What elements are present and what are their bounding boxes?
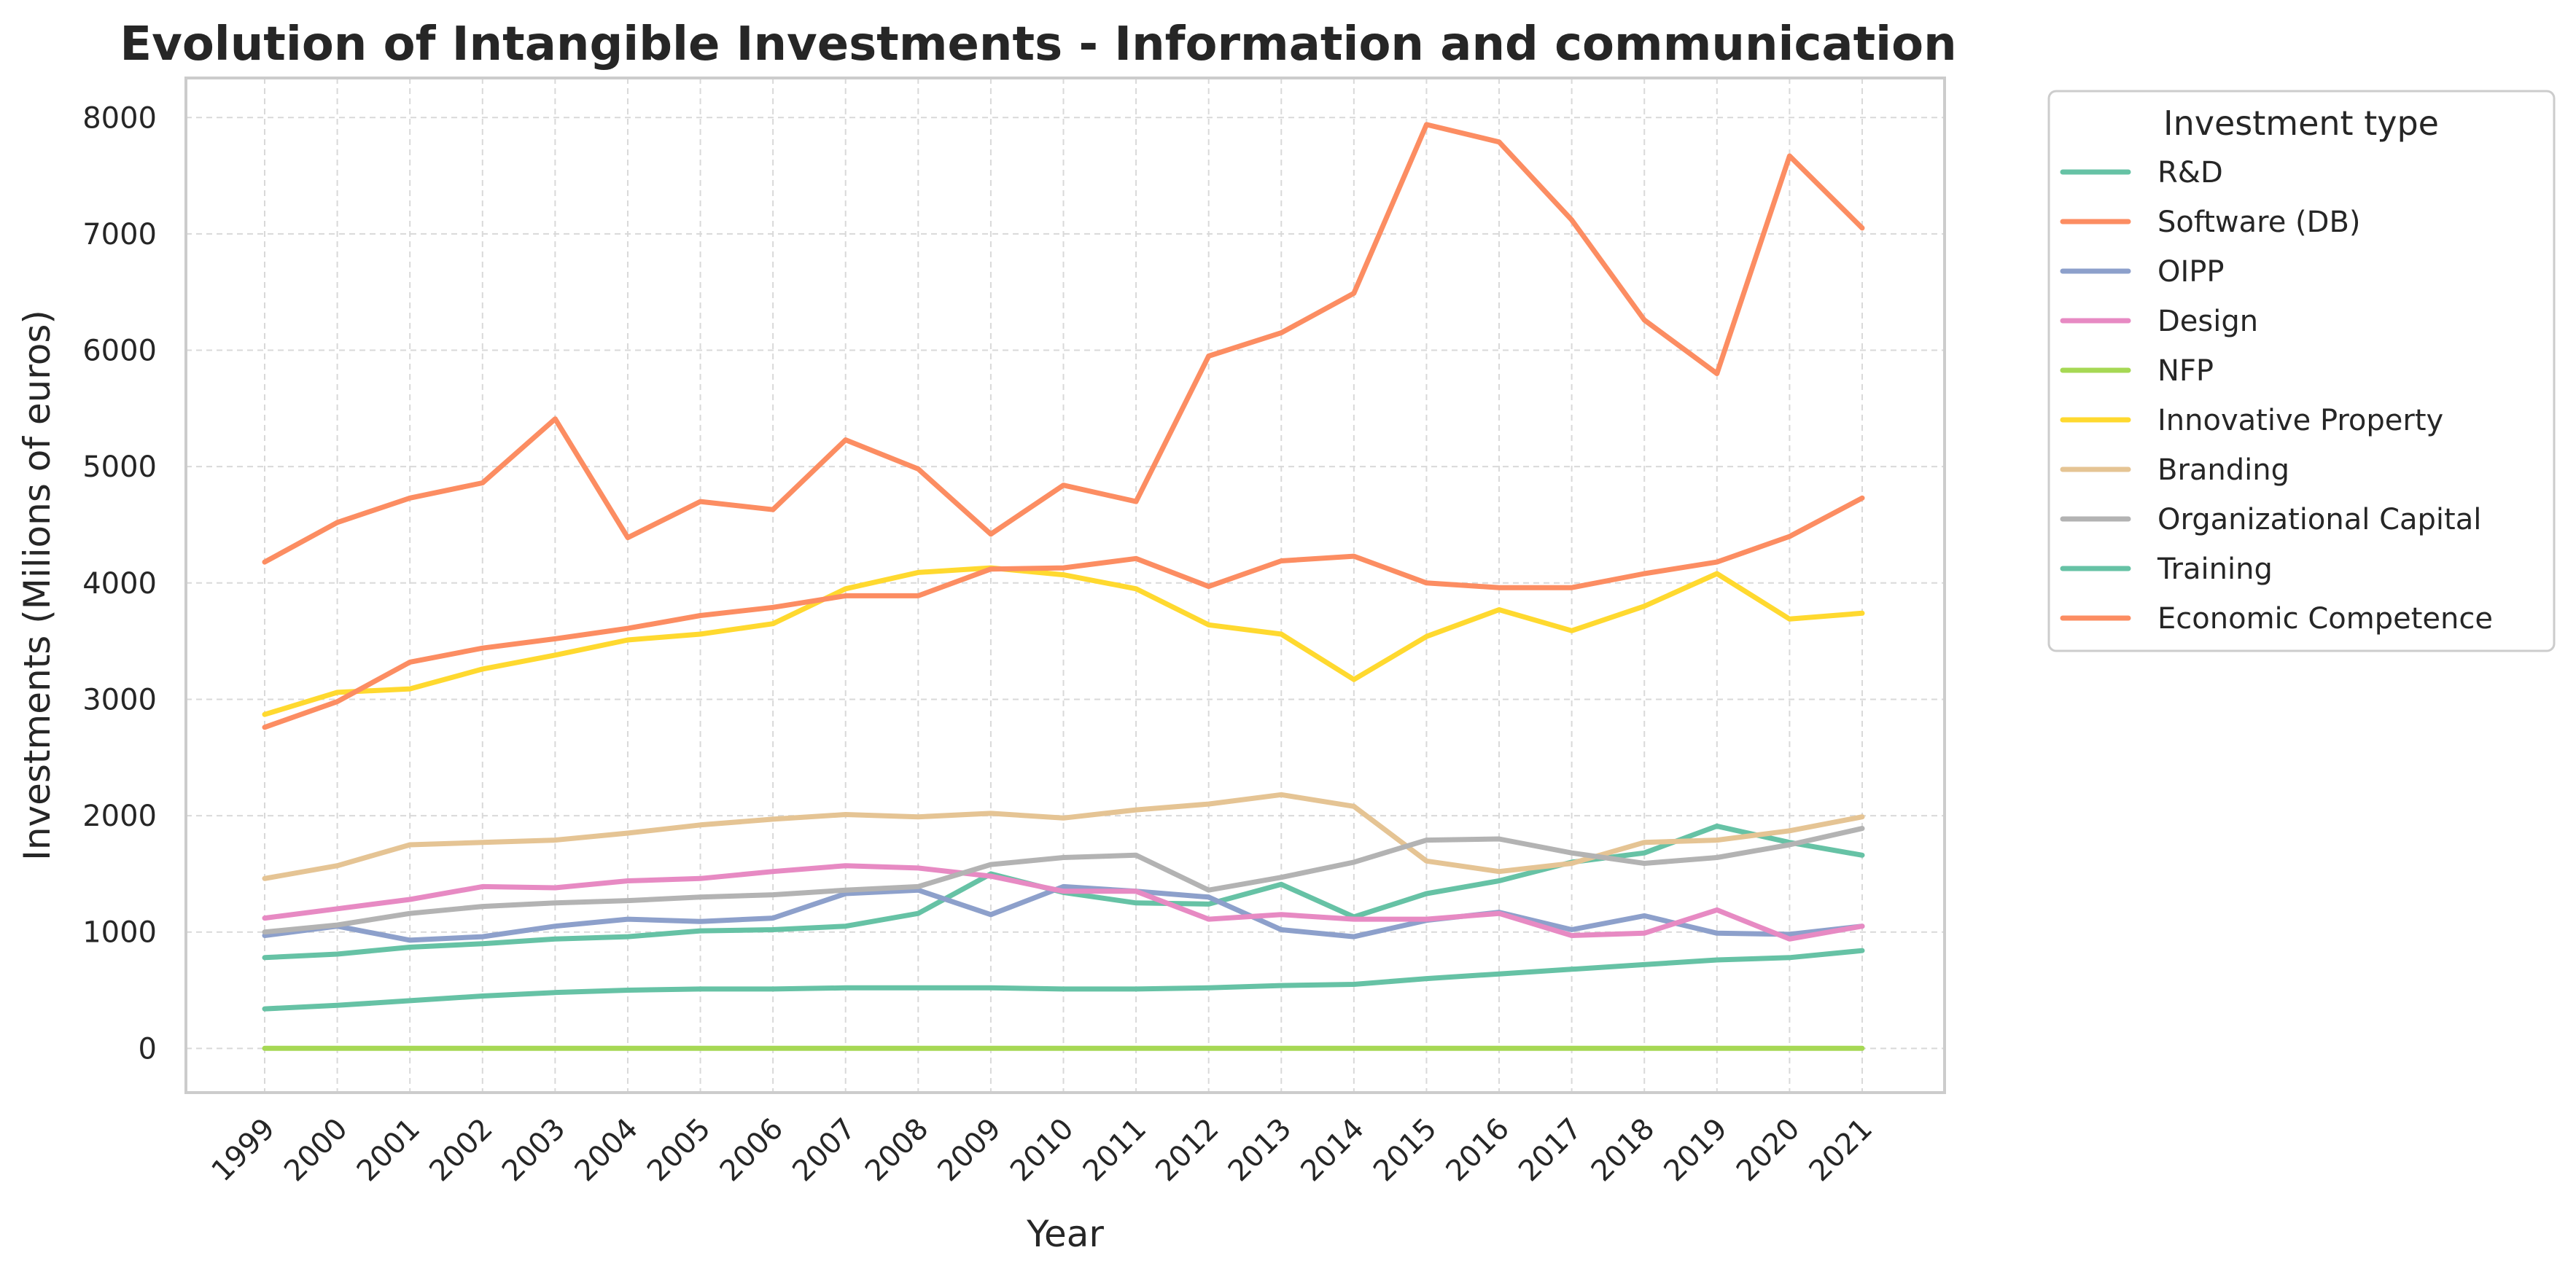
x-tick-label: 2017: [1512, 1112, 1589, 1189]
x-tick-label: 2012: [1149, 1112, 1226, 1189]
legend-label-training: Training: [2157, 552, 2273, 586]
x-tick-label: 2008: [859, 1112, 935, 1189]
series-line-software-db: [262, 122, 1865, 565]
legend-label-r-d: R&D: [2157, 156, 2223, 190]
legend-box: [2047, 90, 2556, 652]
y-tick-label: 2000: [82, 800, 157, 833]
series-line-design: [262, 863, 1865, 942]
y-tick-label: 6000: [82, 335, 157, 368]
legend-label-organizational-capital: Organizational Capital: [2157, 503, 2481, 536]
legend-label-economic-competence: Economic Competence: [2157, 602, 2493, 636]
series-line-organizational-capital: [262, 826, 1865, 935]
series-line-training: [262, 948, 1865, 1012]
x-tick-label: 2002: [423, 1112, 499, 1189]
series-line-innovative-property: [262, 565, 1865, 717]
y-tick-label: 8000: [82, 101, 157, 135]
x-tick-label: 2011: [1077, 1112, 1153, 1189]
legend-title: Investment type: [2163, 104, 2439, 143]
x-tick-label: 2019: [1657, 1112, 1734, 1189]
plot-frame: [184, 77, 1946, 1094]
legend-label-oipp: OIPP: [2157, 255, 2225, 289]
x-tick-label: 2014: [1294, 1112, 1371, 1189]
y-axis-label: Investments (Milions of euros): [16, 310, 58, 861]
x-tick-label: 1999: [206, 1112, 282, 1189]
y-axis-ticks: 0 1000 2000 3000 4000 5000 6000 7000 8000: [82, 101, 157, 1066]
y-tick-label: 7000: [82, 218, 157, 251]
y-tick-label: 3000: [82, 683, 157, 716]
legend: Investment type R&D Software (DB) OIPP Desi…: [2047, 90, 2556, 652]
x-tick-label: 2007: [786, 1112, 863, 1189]
x-tick-label: 2000: [278, 1112, 354, 1189]
legend-label-branding: Branding: [2157, 453, 2289, 487]
chart-title: Evolution of Intangible Investments - In…: [120, 17, 1956, 71]
y-tick-label: 4000: [82, 567, 157, 601]
y-tick-label: 1000: [82, 916, 157, 950]
legend-items: R&D Software (DB) OIPP Design NFP Innovative …: [2060, 156, 2493, 636]
x-tick-label: 2009: [931, 1112, 1008, 1189]
y-tick-label: 0: [139, 1032, 157, 1066]
x-tick-label: 2020: [1730, 1112, 1807, 1189]
y-tick-label: 5000: [82, 450, 157, 484]
series-line-oipp: [262, 883, 1865, 943]
x-tick-label: 2015: [1367, 1112, 1444, 1189]
series-line-economic-competence: [262, 495, 1865, 730]
x-tick-label: 2004: [569, 1112, 645, 1189]
legend-label-innovative-property: Innovative Property: [2157, 404, 2443, 437]
grid: [186, 78, 1945, 1093]
x-tick-label: 2005: [641, 1112, 717, 1189]
x-axis-ticks: 1999200020012002200320042005200620072008…: [206, 1112, 1880, 1189]
x-tick-label: 2006: [714, 1112, 790, 1189]
x-axis-label: Year: [1026, 1213, 1104, 1255]
x-tick-label: 2016: [1440, 1112, 1517, 1189]
x-tick-label: 2013: [1222, 1112, 1299, 1189]
legend-label-software-db: Software (DB): [2157, 206, 2361, 239]
x-tick-label: 2021: [1803, 1112, 1880, 1189]
x-tick-label: 2003: [496, 1112, 572, 1189]
legend-label-design: Design: [2157, 305, 2258, 338]
series-lines: [262, 122, 1865, 1051]
x-tick-label: 2010: [1004, 1112, 1081, 1189]
legend-label-nfp: NFP: [2157, 354, 2214, 388]
x-tick-label: 2001: [351, 1112, 427, 1189]
x-tick-label: 2018: [1585, 1112, 1662, 1189]
